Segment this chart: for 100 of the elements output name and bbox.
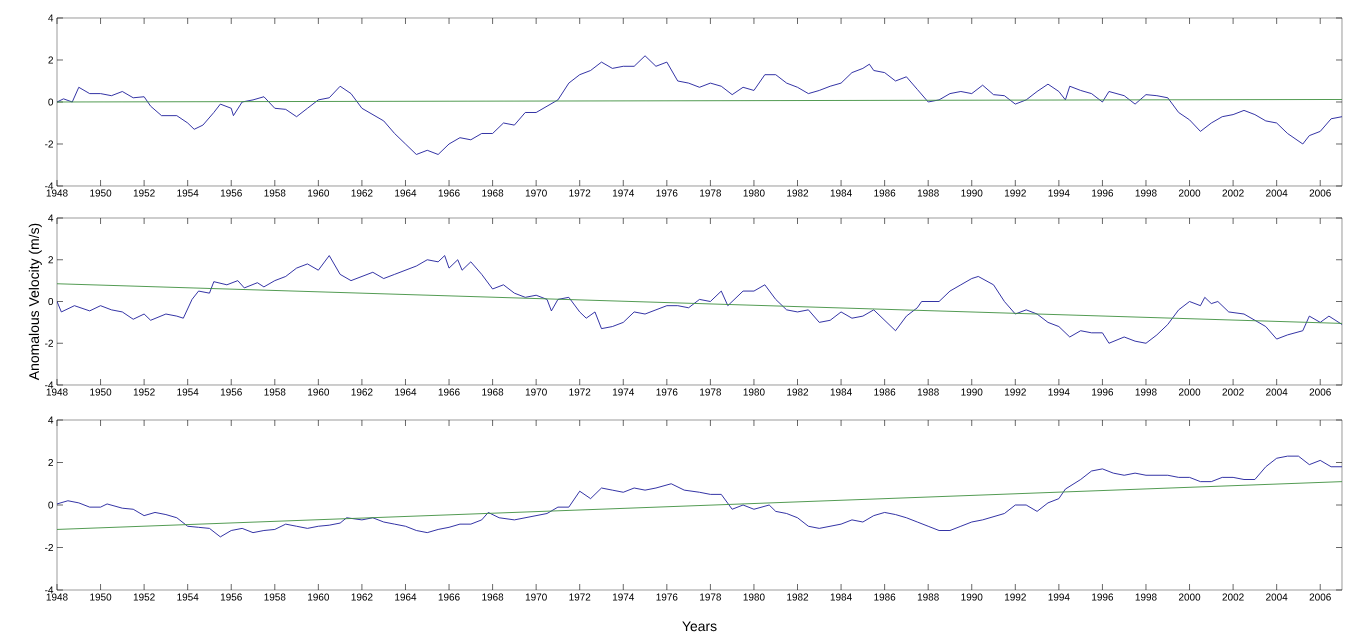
x-tick-label: 1986 [874,593,896,601]
y-tick-label: 2 [48,56,53,64]
x-tick-label: 2002 [1222,593,1244,601]
x-tick-label: 1982 [787,189,809,197]
y-tick-label: -4 [45,381,54,389]
y-tick-label: 4 [48,214,54,222]
x-tick-label: 1994 [1048,593,1070,601]
x-tick-label: 1992 [1004,189,1026,197]
x-tick-label: 1970 [525,189,547,197]
x-tick-label: 1998 [1135,388,1157,396]
y-tick-label: 0 [48,98,54,106]
y-axis-title: Anomalous Velocity (m/s) [28,223,42,381]
y-tick-label: -2 [45,544,53,551]
x-tick-label: 1962 [351,593,373,601]
x-tick-label: 1954 [177,388,199,396]
x-tick-label: 1970 [525,593,547,601]
x-tick-label: 1954 [177,189,199,197]
x-tick-label: 2000 [1178,593,1201,601]
x-tick-label: 1968 [482,388,504,396]
x-tick-label: 1984 [830,388,852,396]
y-tick-label: 0 [48,501,54,509]
x-tick-label: 2000 [1178,388,1201,396]
x-tick-label: 1948 [46,388,68,396]
x-tick-label: 1986 [874,189,896,197]
x-tick-label: 1988 [917,593,939,601]
x-tick-label: 1974 [612,189,635,197]
x-tick-label: 1992 [1004,593,1026,601]
x-tick-label: 1986 [874,388,896,396]
x-tick-label: 1996 [1092,189,1114,197]
x-tick-label: 1990 [961,593,983,601]
x-tick-label: 1960 [308,189,330,197]
x-tick-label: 1994 [1048,189,1070,197]
x-tick-label: 2004 [1266,189,1288,197]
x-tick-label: 1984 [830,189,852,197]
x-tick-label: 2004 [1266,388,1288,396]
y-tick-label: -4 [45,586,54,594]
x-tick-label: 1954 [177,593,199,601]
y-tick-label: -2 [45,339,53,347]
x-tick-label: 1964 [395,189,417,197]
x-tick-label: 1948 [46,593,68,601]
x-tick-label: 1956 [220,593,242,601]
x-tick-label: 1952 [133,189,155,197]
x-tick-label: 1966 [438,593,460,601]
x-tick-label: 1948 [46,189,68,197]
x-tick-label: 1976 [656,593,678,601]
x-tick-label: 1998 [1135,189,1157,197]
x-tick-label: 1968 [482,189,504,197]
y-tick-label: -2 [45,140,53,148]
x-tick-label: 1972 [569,388,591,396]
y-tick-label: 0 [48,297,54,306]
x-tick-label: 1982 [787,388,809,396]
x-tick-label: 1960 [308,593,330,601]
x-tick-label: 1980 [743,388,765,396]
x-tick-label: 2006 [1309,388,1331,396]
x-axis-title: Years [682,621,717,632]
x-tick-label: 1950 [90,593,112,601]
x-tick-label: 2002 [1222,189,1244,197]
x-tick-label: 1978 [700,388,722,396]
x-tick-label: 1978 [700,189,722,197]
x-tick-label: 1958 [264,388,286,396]
x-tick-label: 1984 [830,593,852,601]
x-tick-label: 1968 [482,593,504,601]
x-tick-label: 1950 [90,189,112,197]
x-tick-label: 1976 [656,189,678,197]
x-tick-label: 1972 [569,593,591,601]
x-tick-label: 1988 [917,388,939,396]
x-tick-label: 1994 [1048,388,1070,396]
y-tick-label: 4 [48,416,54,424]
x-tick-label: 2000 [1178,189,1201,197]
x-tick-label: 1976 [656,388,678,396]
x-tick-label: 1958 [264,593,286,601]
x-tick-label: 1982 [787,593,809,601]
x-tick-label: 1990 [961,388,983,396]
x-tick-label: 1964 [395,593,417,601]
x-tick-label: 1990 [961,189,983,197]
x-tick-label: 1974 [612,388,635,396]
x-tick-label: 1996 [1092,593,1114,601]
x-tick-label: 2004 [1266,593,1288,601]
x-tick-label: 1962 [351,388,373,396]
x-tick-label: 1956 [220,189,242,197]
y-tick-label: -4 [45,182,54,190]
x-tick-label: 1964 [395,388,417,396]
x-tick-label: 1966 [438,388,460,396]
x-tick-label: 1952 [133,593,155,601]
x-tick-label: 1972 [569,189,591,197]
x-tick-label: 1958 [264,189,286,197]
x-tick-label: 2002 [1222,388,1244,396]
x-tick-label: 1992 [1004,388,1026,396]
y-tick-label: 2 [48,459,53,466]
x-tick-label: 1970 [525,388,547,396]
x-tick-label: 1988 [917,189,939,197]
x-tick-label: 1974 [612,593,635,601]
x-tick-label: 1978 [700,593,722,601]
x-tick-label: 1996 [1092,388,1114,396]
x-tick-label: 1998 [1135,593,1157,601]
x-tick-label: 2006 [1309,189,1331,197]
x-tick-label: 1962 [351,189,373,197]
x-tick-label: 2006 [1309,593,1331,601]
y-tick-label: 2 [48,256,53,264]
x-tick-label: 1960 [308,388,330,396]
